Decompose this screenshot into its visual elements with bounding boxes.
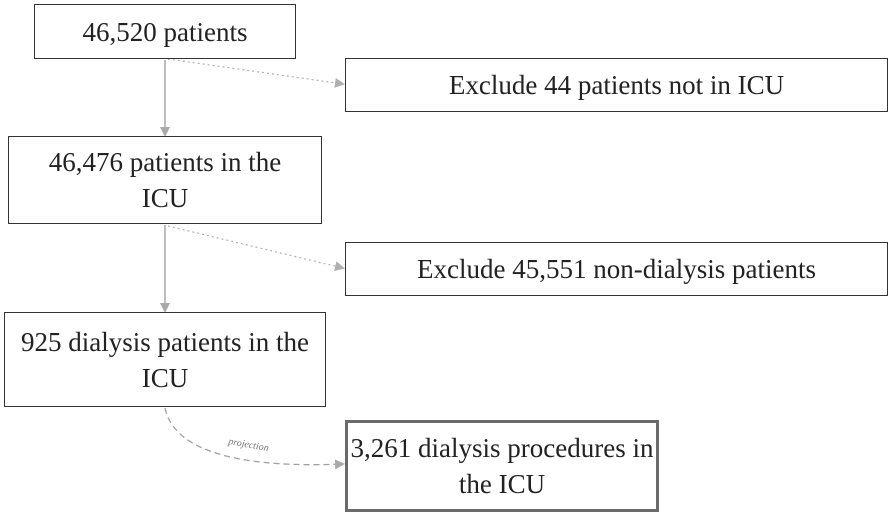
projection-label: projection bbox=[226, 436, 269, 454]
node-46520-patients-label: 46,520 patients bbox=[82, 16, 248, 47]
node-dialysis-procedures: 3,261 dialysis procedures in the ICU bbox=[345, 420, 659, 512]
exclude-non-dialysis: Exclude 45,551 non-dialysis patients bbox=[345, 242, 888, 296]
exclude-not-in-icu-label: Exclude 44 patients not in ICU bbox=[448, 70, 785, 100]
arrow-n1-to-exclude-1 bbox=[167, 58, 345, 88]
exclude-non-dialysis-label: Exclude 45,551 non-dialysis patients bbox=[417, 254, 816, 284]
node-dialysis-procedures-label: 3,261 dialysis procedures in the ICU bbox=[350, 433, 654, 499]
node-icu-patients-label: 46,476 patients in the ICU bbox=[48, 147, 282, 213]
arrow-n2-to-exclude-2 bbox=[167, 225, 345, 271]
node-46520-patients: 46,520 patients bbox=[34, 4, 296, 59]
exclude-not-in-icu: Exclude 44 patients not in ICU bbox=[345, 58, 888, 112]
node-icu-patients: 46,476 patients in the ICU bbox=[8, 136, 322, 224]
arrow-n3-to-n4 bbox=[164, 407, 345, 470]
node-dialysis-patients-label: 925 dialysis patients in the ICU bbox=[21, 326, 309, 393]
node-dialysis-patients: 925 dialysis patients in the ICU bbox=[4, 312, 326, 407]
